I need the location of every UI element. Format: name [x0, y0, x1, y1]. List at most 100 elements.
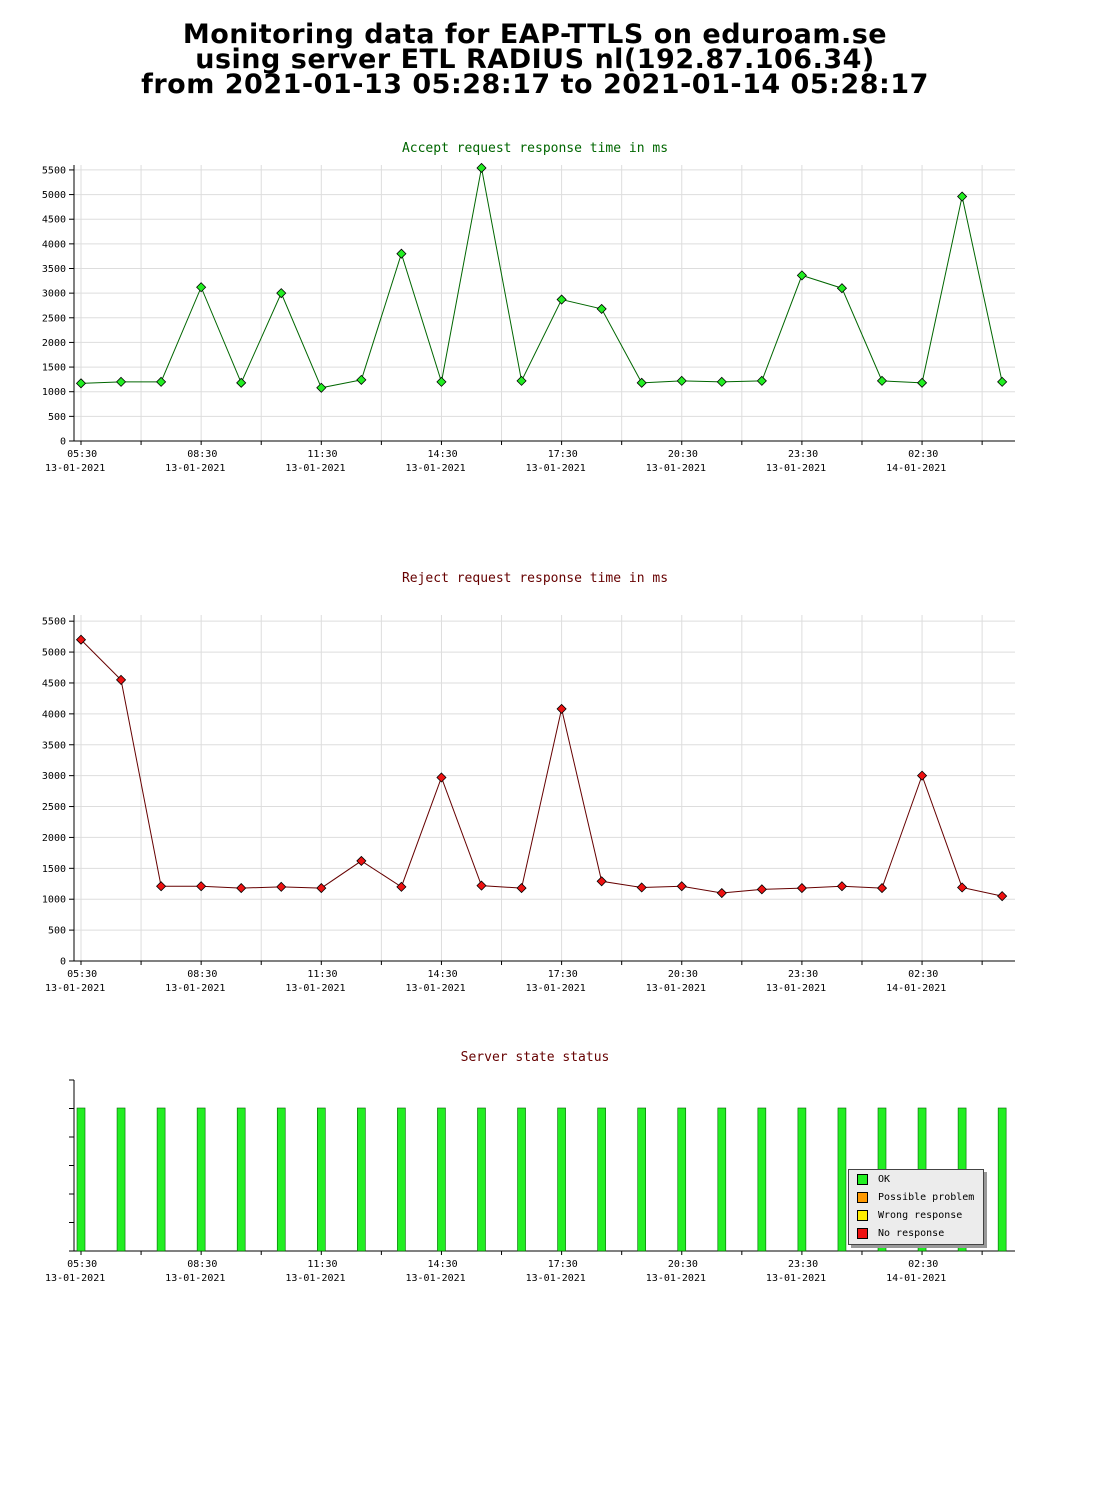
- x-tick-label-time: 14:30: [428, 1259, 458, 1270]
- x-tick-label-time: 02:30: [908, 969, 938, 980]
- accept-data-point: [196, 282, 207, 293]
- reject-data-point: [556, 703, 567, 714]
- accept-data-point: [596, 303, 607, 314]
- x-tick-label-time: 17:30: [548, 1259, 578, 1270]
- status-bar: [517, 1107, 526, 1252]
- x-tick-label-time: 23:30: [788, 969, 818, 980]
- status-bar: [477, 1107, 486, 1252]
- reject-data-point: [396, 881, 407, 892]
- x-tick-label-time: 05:30: [67, 449, 97, 460]
- accept-data-point: [556, 294, 567, 305]
- page-title: Monitoring data for EAP-TTLS on eduroam.…: [0, 21, 1070, 98]
- legend-swatch-wrong-response: [857, 1209, 868, 1221]
- title-line-2: using server ETL RADIUS nl(192.87.106.34…: [195, 44, 875, 75]
- accept-data-point: [756, 375, 767, 386]
- reject-series-line: [80, 639, 1003, 897]
- accept-data-point: [436, 376, 447, 387]
- y-tick-label: 1500: [42, 363, 66, 374]
- status-bar: [316, 1107, 326, 1252]
- accept-data-point: [115, 376, 127, 387]
- x-tick-label-date: 13-01-2021: [766, 463, 826, 474]
- reject-data-point: [436, 772, 447, 783]
- status-bar: [637, 1107, 647, 1252]
- accept-data-point: [716, 376, 727, 387]
- status-bar: [437, 1107, 446, 1252]
- reject-data-point: [316, 883, 327, 894]
- x-tick-label-date: 13-01-2021: [285, 463, 345, 474]
- reject-data-point: [876, 883, 888, 894]
- status-bar: [677, 1107, 687, 1252]
- x-tick-label-time: 02:30: [908, 449, 938, 460]
- accept-response-time-chart: 0 500 1000 1500 2000 2500 3000 3500 4000 4500 5000…: [42, 162, 1015, 474]
- accept-chart-title: Accept request response time in ms: [401, 141, 669, 156]
- reject-data-point: [156, 881, 167, 892]
- x-tick-label-time: 14:30: [428, 449, 458, 460]
- status-bar: [196, 1107, 206, 1252]
- reject-data-point: [796, 883, 807, 894]
- x-tick-label-time: 14:30: [428, 969, 458, 980]
- reject-data-point: [596, 876, 607, 887]
- accept-data-point: [396, 248, 407, 259]
- reject-data-point: [997, 891, 1008, 902]
- legend-swatch-no-response: [857, 1227, 868, 1239]
- x-tick-label-time: 11:30: [307, 1259, 337, 1270]
- x-tick-label-time: 20:30: [668, 1259, 698, 1270]
- status-bar: [116, 1107, 126, 1252]
- reject-data-point: [115, 674, 127, 685]
- x-tick-label-time: 08:30: [187, 1259, 217, 1270]
- y-tick-label: 5500: [42, 617, 66, 628]
- x-tick-label-date: 13-01-2021: [45, 463, 105, 474]
- legend-item-wrong-response: Wrong response: [857, 1209, 962, 1223]
- status-bar: [276, 1107, 286, 1252]
- accept-data-point: [676, 375, 687, 386]
- accept-data-point: [156, 376, 167, 387]
- legend-label-possible-problem: Possible problem: [878, 1192, 975, 1203]
- legend-swatch-possible-problem: [857, 1191, 868, 1203]
- legend-label-ok: OK: [878, 1174, 891, 1185]
- legend-item-no-response: No response: [857, 1227, 944, 1241]
- status-bar: [156, 1107, 166, 1252]
- x-tick-label-date: 13-01-2021: [405, 983, 465, 994]
- y-tick-label: 4500: [42, 678, 66, 689]
- y-tick-label: 4000: [42, 709, 66, 720]
- accept-data-point: [836, 283, 848, 294]
- y-tick-label: 2000: [42, 833, 66, 844]
- x-tick-label-date: 14-01-2021: [886, 1273, 946, 1284]
- status-bar: [236, 1107, 246, 1252]
- x-tick-label-time: 23:30: [788, 1259, 818, 1270]
- status-bar: [837, 1107, 847, 1252]
- x-tick-label-date: 13-01-2021: [526, 983, 586, 994]
- y-tick-label: 1000: [42, 387, 66, 398]
- reject-data-point: [836, 881, 848, 892]
- y-tick-label: 500: [48, 926, 66, 937]
- accept-data-point: [876, 375, 888, 386]
- status-bar: [757, 1107, 767, 1252]
- server-state-title: Server state status: [460, 1050, 610, 1065]
- y-tick-label: 2500: [42, 802, 66, 813]
- reject-data-point: [356, 855, 367, 866]
- x-tick-label-date: 13-01-2021: [45, 983, 105, 994]
- y-tick-label: 3000: [42, 771, 66, 782]
- status-bar: [997, 1107, 1007, 1252]
- reject-data-point: [957, 882, 968, 893]
- accept-data-point: [997, 376, 1008, 387]
- accept-data-point: [796, 270, 807, 281]
- x-tick-label-date: 13-01-2021: [646, 983, 706, 994]
- x-tick-label-date: 13-01-2021: [165, 1273, 225, 1284]
- y-tick-label: 2500: [42, 313, 66, 324]
- x-tick-label-date: 13-01-2021: [526, 1273, 586, 1284]
- y-tick-label: 0: [60, 437, 66, 448]
- accept-data-point: [916, 377, 928, 388]
- x-tick-label-time: 02:30: [908, 1259, 938, 1270]
- y-tick-label: 3000: [42, 289, 66, 300]
- legend-item-ok: OK: [857, 1173, 890, 1187]
- accept-data-point: [236, 377, 247, 388]
- reject-data-point: [756, 884, 767, 895]
- x-tick-label-time: 23:30: [788, 449, 818, 460]
- accept-data-point: [276, 288, 287, 299]
- legend-label-wrong-response: Wrong response: [878, 1210, 963, 1221]
- x-tick-label-time: 20:30: [668, 449, 698, 460]
- reject-chart-title: Reject request response time in ms: [401, 571, 669, 586]
- x-tick-label-time: 11:30: [307, 969, 337, 980]
- accept-data-point: [75, 378, 87, 389]
